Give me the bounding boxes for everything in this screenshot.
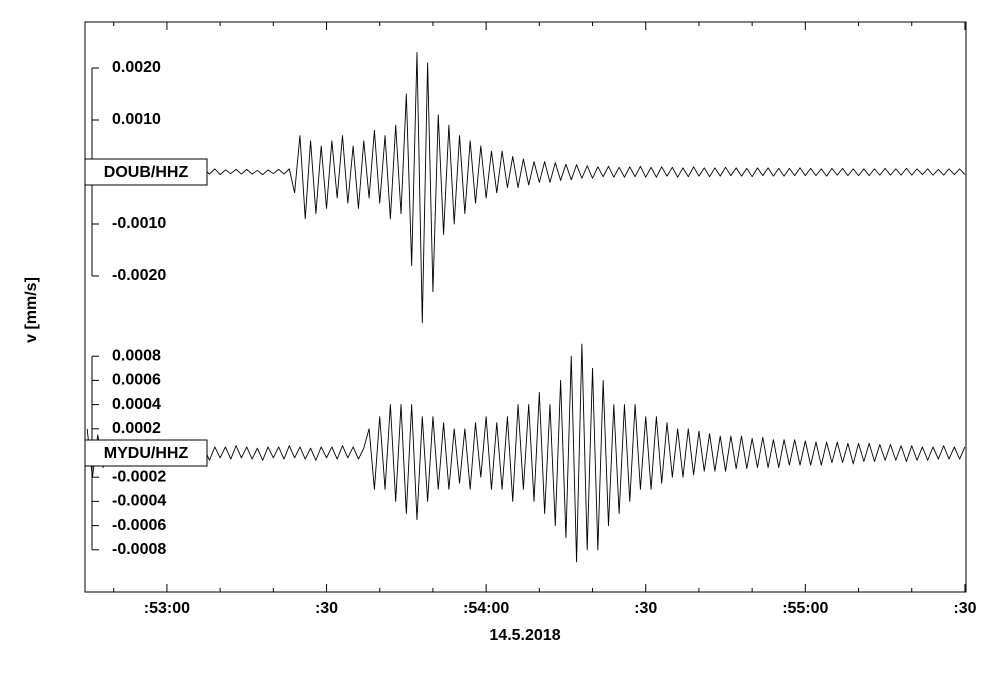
y-tick-label: 0.0020 <box>112 59 161 76</box>
y-tick-label: -0.0020 <box>112 267 166 284</box>
x-tick-label: :30 <box>634 600 657 617</box>
y-tick-label: -0.0010 <box>112 215 166 232</box>
y-axis-label: v [mm/s] <box>23 277 40 343</box>
x-tick-label: :30 <box>953 600 976 617</box>
plot-frame <box>84 21 967 593</box>
y-tick-label: 0.0008 <box>112 347 161 364</box>
y-tick-label: 0.0006 <box>112 372 161 389</box>
y-tick-label: 0.0002 <box>112 420 161 437</box>
trace-label-box <box>84 439 208 467</box>
y-tick-label: -0.0002 <box>112 468 166 485</box>
x-tick-label: :54:00 <box>463 600 509 617</box>
x-tick-label: :53:00 <box>144 600 190 617</box>
x-tick-label: :30 <box>315 600 338 617</box>
trace-label-box <box>84 158 208 186</box>
y-tick-label: -0.0008 <box>112 541 166 558</box>
y-tick-label: 0.0010 <box>112 111 161 128</box>
y-tick-label: -0.0006 <box>112 517 166 534</box>
x-axis-label: 14.5.2018 <box>489 627 560 644</box>
y-tick-label: 0.0004 <box>112 396 161 413</box>
waveform <box>86 51 966 324</box>
waveform <box>86 343 966 563</box>
y-tick-label: -0.0004 <box>112 493 166 510</box>
trace-label: DOUB/HHZ <box>104 164 189 181</box>
x-tick-label: :55:00 <box>782 600 828 617</box>
trace-label: MYDU/HHZ <box>104 445 189 462</box>
